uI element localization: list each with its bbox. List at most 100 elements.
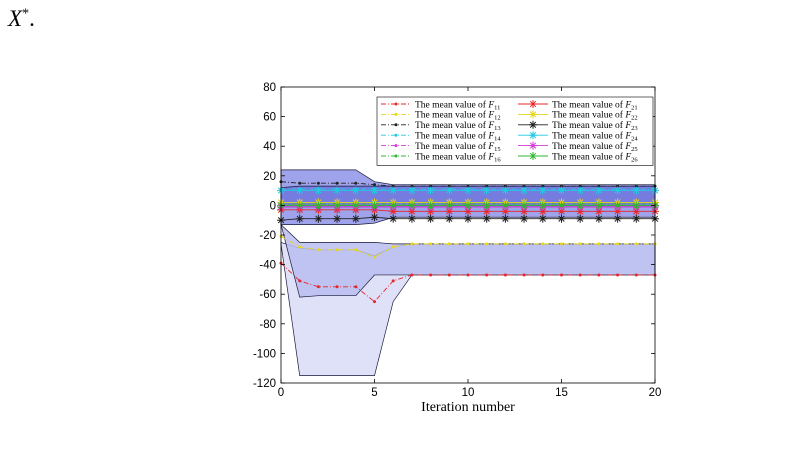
legend-entry-F24: The mean value of F24 xyxy=(518,131,638,143)
point-F13-17 xyxy=(597,184,601,188)
point-F23-16 xyxy=(576,214,585,223)
legend-entry-F21: The mean value of F21 xyxy=(518,99,638,111)
point-F13-1 xyxy=(298,181,302,185)
point-F13-10 xyxy=(466,184,470,188)
point-F12-19 xyxy=(634,242,638,246)
point-F21-6 xyxy=(389,207,398,216)
legend-label-F13: The mean value of F13 xyxy=(415,120,501,132)
legend-box xyxy=(376,96,654,166)
point-F13-18 xyxy=(616,184,620,188)
y-tick-label--20: -20 xyxy=(259,230,276,242)
legend-label-F11: The mean value of F11 xyxy=(415,99,500,111)
point-F11-13 xyxy=(522,273,526,277)
point-F24-8 xyxy=(426,186,435,195)
point-F21-12 xyxy=(501,207,510,216)
y-tick-label-0: 0 xyxy=(270,200,276,212)
point-F23-6 xyxy=(389,214,398,223)
point-F12-13 xyxy=(522,242,526,246)
x-tick-label-10: 10 xyxy=(462,387,475,399)
x-tick-label-15: 15 xyxy=(555,387,568,399)
point-F11-14 xyxy=(541,273,545,277)
y-tick-label-60: 60 xyxy=(263,112,276,124)
point-F12-9 xyxy=(447,242,451,246)
point-F24-11 xyxy=(482,186,491,195)
legend-marker-F15 xyxy=(394,144,398,148)
point-F23-3 xyxy=(333,214,342,223)
point-F21-8 xyxy=(426,207,435,216)
point-F12-17 xyxy=(597,242,601,246)
point-F26-15 xyxy=(557,201,566,210)
point-F12-18 xyxy=(616,242,620,246)
point-F23-19 xyxy=(632,214,641,223)
point-F12-15 xyxy=(560,242,563,246)
x-tick-label-0: 0 xyxy=(278,387,284,399)
point-F12-12 xyxy=(503,242,507,246)
math-superscript: * xyxy=(22,6,30,22)
legend-entry-F11: The mean value of F11 xyxy=(381,99,500,111)
page-text-fragment: X*. xyxy=(8,6,35,32)
point-F23-8 xyxy=(426,214,435,223)
point-F11-6 xyxy=(391,279,395,283)
legend-label-F24: The mean value of F24 xyxy=(552,131,638,143)
point-F11-8 xyxy=(429,273,433,277)
point-F24-5 xyxy=(370,186,379,195)
point-F26-19 xyxy=(632,201,641,210)
point-F13-4 xyxy=(354,181,358,185)
point-F11-2 xyxy=(316,285,320,289)
point-F13-11 xyxy=(485,184,489,188)
point-F12-14 xyxy=(541,242,545,246)
point-F13-2 xyxy=(316,181,320,185)
point-F13-8 xyxy=(429,184,433,188)
point-F11-16 xyxy=(578,273,582,277)
point-F11-4 xyxy=(354,285,358,289)
point-F24-18 xyxy=(613,186,622,195)
point-F12-1 xyxy=(298,245,302,249)
y-tick-label-40: 40 xyxy=(263,141,276,153)
y-tick-label-80: 80 xyxy=(263,82,276,94)
point-F26-13 xyxy=(520,201,529,210)
point-F23-1 xyxy=(295,214,304,223)
point-F23-4 xyxy=(351,214,360,223)
legend-label-F22: The mean value of F22 xyxy=(552,110,638,122)
point-F11-5 xyxy=(373,300,376,304)
point-F12-5 xyxy=(373,255,376,259)
point-F23-12 xyxy=(501,214,510,223)
point-F13-16 xyxy=(578,184,582,188)
point-F12-4 xyxy=(354,248,358,252)
point-F24-13 xyxy=(520,186,529,195)
point-F26-7 xyxy=(407,201,416,210)
legend-entry-F22: The mean value of F22 xyxy=(518,110,638,122)
legend-entry-F15: The mean value of F15 xyxy=(381,141,501,153)
math-symbol: X xyxy=(8,6,23,31)
point-F21-18 xyxy=(613,207,622,216)
legend-marker-F13 xyxy=(394,123,398,127)
point-F11-9 xyxy=(447,273,451,277)
point-F24-19 xyxy=(632,186,641,195)
point-F12-3 xyxy=(335,248,339,252)
legend-marker-F11 xyxy=(394,102,398,106)
point-F21-10 xyxy=(464,207,472,216)
point-F23-13 xyxy=(520,214,529,223)
point-F13-13 xyxy=(522,184,526,188)
point-F26-11 xyxy=(482,201,491,210)
point-F24-3 xyxy=(333,186,342,195)
point-F13-12 xyxy=(503,184,507,188)
series-layer xyxy=(277,180,659,304)
y-tick-label--60: -60 xyxy=(259,289,276,301)
legend-entry-F12: The mean value of F12 xyxy=(381,110,501,122)
point-F11-17 xyxy=(597,273,601,277)
point-F23-15 xyxy=(557,214,566,223)
point-F23-5 xyxy=(370,213,379,222)
point-F11-15 xyxy=(560,273,563,277)
point-F26-8 xyxy=(426,201,435,210)
legend-label-F12: The mean value of F12 xyxy=(415,110,501,122)
y-tick-label--80: -80 xyxy=(259,319,276,331)
point-F26-18 xyxy=(613,201,622,210)
point-F23-11 xyxy=(482,214,491,223)
point-F13-9 xyxy=(447,184,451,188)
point-F12-8 xyxy=(429,242,433,246)
point-F21-14 xyxy=(538,207,547,216)
point-F12-16 xyxy=(578,242,582,246)
